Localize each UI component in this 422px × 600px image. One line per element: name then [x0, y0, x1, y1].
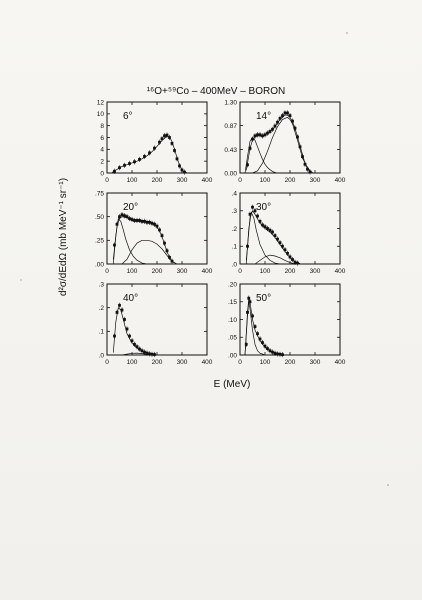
y-tick-label: .0 — [99, 352, 105, 359]
x-tick-label: 300 — [310, 359, 321, 366]
panel-1: 0 100 200 300 400 0 2 4 6 8 10 12 6° — [97, 99, 213, 184]
x-tick-label: 200 — [152, 268, 163, 275]
y-tick-label: .0 — [232, 261, 238, 268]
fit-curve — [121, 239, 178, 265]
y-tick-label: .00 — [95, 261, 104, 268]
x-tick-label: 400 — [202, 177, 213, 184]
x-tick-label: 200 — [285, 359, 296, 366]
y-tick-label: 4 — [100, 147, 104, 154]
y-tick-label: .1 — [99, 329, 105, 336]
scan-speck — [387, 484, 389, 486]
fit-curve — [112, 216, 175, 264]
scan-speck — [20, 279, 22, 281]
x-tick-label: 300 — [310, 268, 321, 275]
y-tick-label: 10 — [97, 111, 105, 118]
y-tick-label: 1.30 — [224, 99, 237, 106]
x-tick-label: 100 — [127, 177, 138, 184]
fit-curve — [244, 298, 286, 356]
y-tick-label: .2 — [232, 226, 238, 233]
angle-label: 20° — [123, 202, 138, 213]
angle-label: 30° — [256, 202, 271, 213]
x-tick-label: 100 — [260, 359, 271, 366]
chart-title: ¹⁶O+⁵⁹Co – 400MeV – BORON — [147, 86, 285, 97]
fit-curve — [245, 210, 301, 264]
x-tick-label: 100 — [127, 268, 138, 275]
panel-2: 0 100 200 300 400 0.00 0.43 0.87 1.30 14° — [224, 99, 345, 184]
x-tick-label: 300 — [177, 359, 188, 366]
y-tick-label: 8 — [100, 123, 104, 130]
y-tick-label: .05 — [228, 335, 237, 342]
y-tick-label: 0.00 — [224, 170, 237, 177]
y-axis-label: d²σ/dEdΩ (mb MeV⁻¹ sr⁻¹) — [58, 178, 69, 296]
fit-curve — [245, 114, 311, 172]
y-tick-label: .4 — [232, 190, 238, 197]
x-tick-label: 0 — [105, 268, 109, 275]
y-tick-label: 0 — [100, 170, 104, 177]
fit-curve — [121, 352, 153, 356]
fit-curve — [112, 217, 148, 265]
x-tick-label: 200 — [152, 177, 163, 184]
angle-label: 50° — [256, 293, 271, 304]
y-tick-label: .75 — [95, 190, 104, 197]
plot-frame — [239, 192, 341, 265]
x-tick-label: 200 — [285, 268, 296, 275]
y-tick-label: 0.87 — [224, 123, 237, 130]
y-tick-label: .3 — [232, 208, 238, 215]
fit-curve — [245, 211, 281, 265]
plot-frame — [106, 283, 208, 356]
panel-4: 0 100 200 300 400 .0 .1 .2 .3 .4 30° — [232, 190, 346, 275]
y-tick-label: .15 — [228, 299, 237, 306]
angle-label: 40° — [123, 293, 138, 304]
x-tick-label: 100 — [260, 177, 271, 184]
x-tick-label: 100 — [260, 268, 271, 275]
y-tick-label: 2 — [100, 158, 104, 165]
plot-frame — [106, 101, 208, 174]
y-tick-label: .50 — [95, 214, 104, 221]
y-tick-label: .3 — [99, 281, 105, 288]
fit-curve — [244, 301, 266, 356]
y-tick-label: .25 — [95, 238, 104, 245]
x-tick-label: 300 — [177, 177, 188, 184]
y-tick-label: .20 — [228, 281, 237, 288]
x-tick-label: 0 — [238, 268, 242, 275]
x-tick-label: 400 — [202, 359, 213, 366]
panel-3: 0 100 200 300 400 .00 .25 .50 .75 20° — [95, 190, 213, 275]
x-tick-label: 200 — [285, 177, 296, 184]
fit-curve — [254, 254, 296, 265]
x-axis-label: E (MeV) — [214, 379, 251, 390]
scan-speck — [346, 32, 348, 34]
angle-label: 6° — [123, 111, 133, 122]
x-tick-label: 200 — [152, 359, 163, 366]
panel-6: 0 100 200 300 400 .00 .05 .10 .15 .20 50° — [228, 281, 346, 366]
x-tick-label: 0 — [105, 359, 109, 366]
y-tick-label: .00 — [228, 352, 237, 359]
x-tick-label: 300 — [177, 268, 188, 275]
x-tick-label: 400 — [335, 359, 346, 366]
x-tick-label: 300 — [310, 177, 321, 184]
y-tick-label: 12 — [97, 99, 105, 106]
y-tick-label: 6 — [100, 135, 104, 142]
x-tick-label: 400 — [335, 177, 346, 184]
x-tick-label: 400 — [202, 268, 213, 275]
fit-curve — [112, 307, 158, 356]
fit-curve — [252, 116, 313, 174]
x-tick-label: 100 — [127, 359, 138, 366]
x-tick-label: 400 — [335, 268, 346, 275]
fit-curve — [111, 135, 188, 174]
y-tick-label: .10 — [228, 317, 237, 324]
x-tick-label: 0 — [238, 177, 242, 184]
fit-curve — [244, 136, 278, 174]
x-tick-label: 0 — [105, 177, 109, 184]
y-tick-label: .2 — [99, 305, 105, 312]
y-tick-label: 0.43 — [224, 147, 237, 154]
y-tick-label: .1 — [232, 244, 238, 251]
angle-label: 14° — [256, 111, 271, 122]
x-tick-label: 0 — [238, 359, 242, 366]
panel-5: 0 100 200 300 400 .0 .1 .2 .3 40° — [99, 281, 213, 366]
